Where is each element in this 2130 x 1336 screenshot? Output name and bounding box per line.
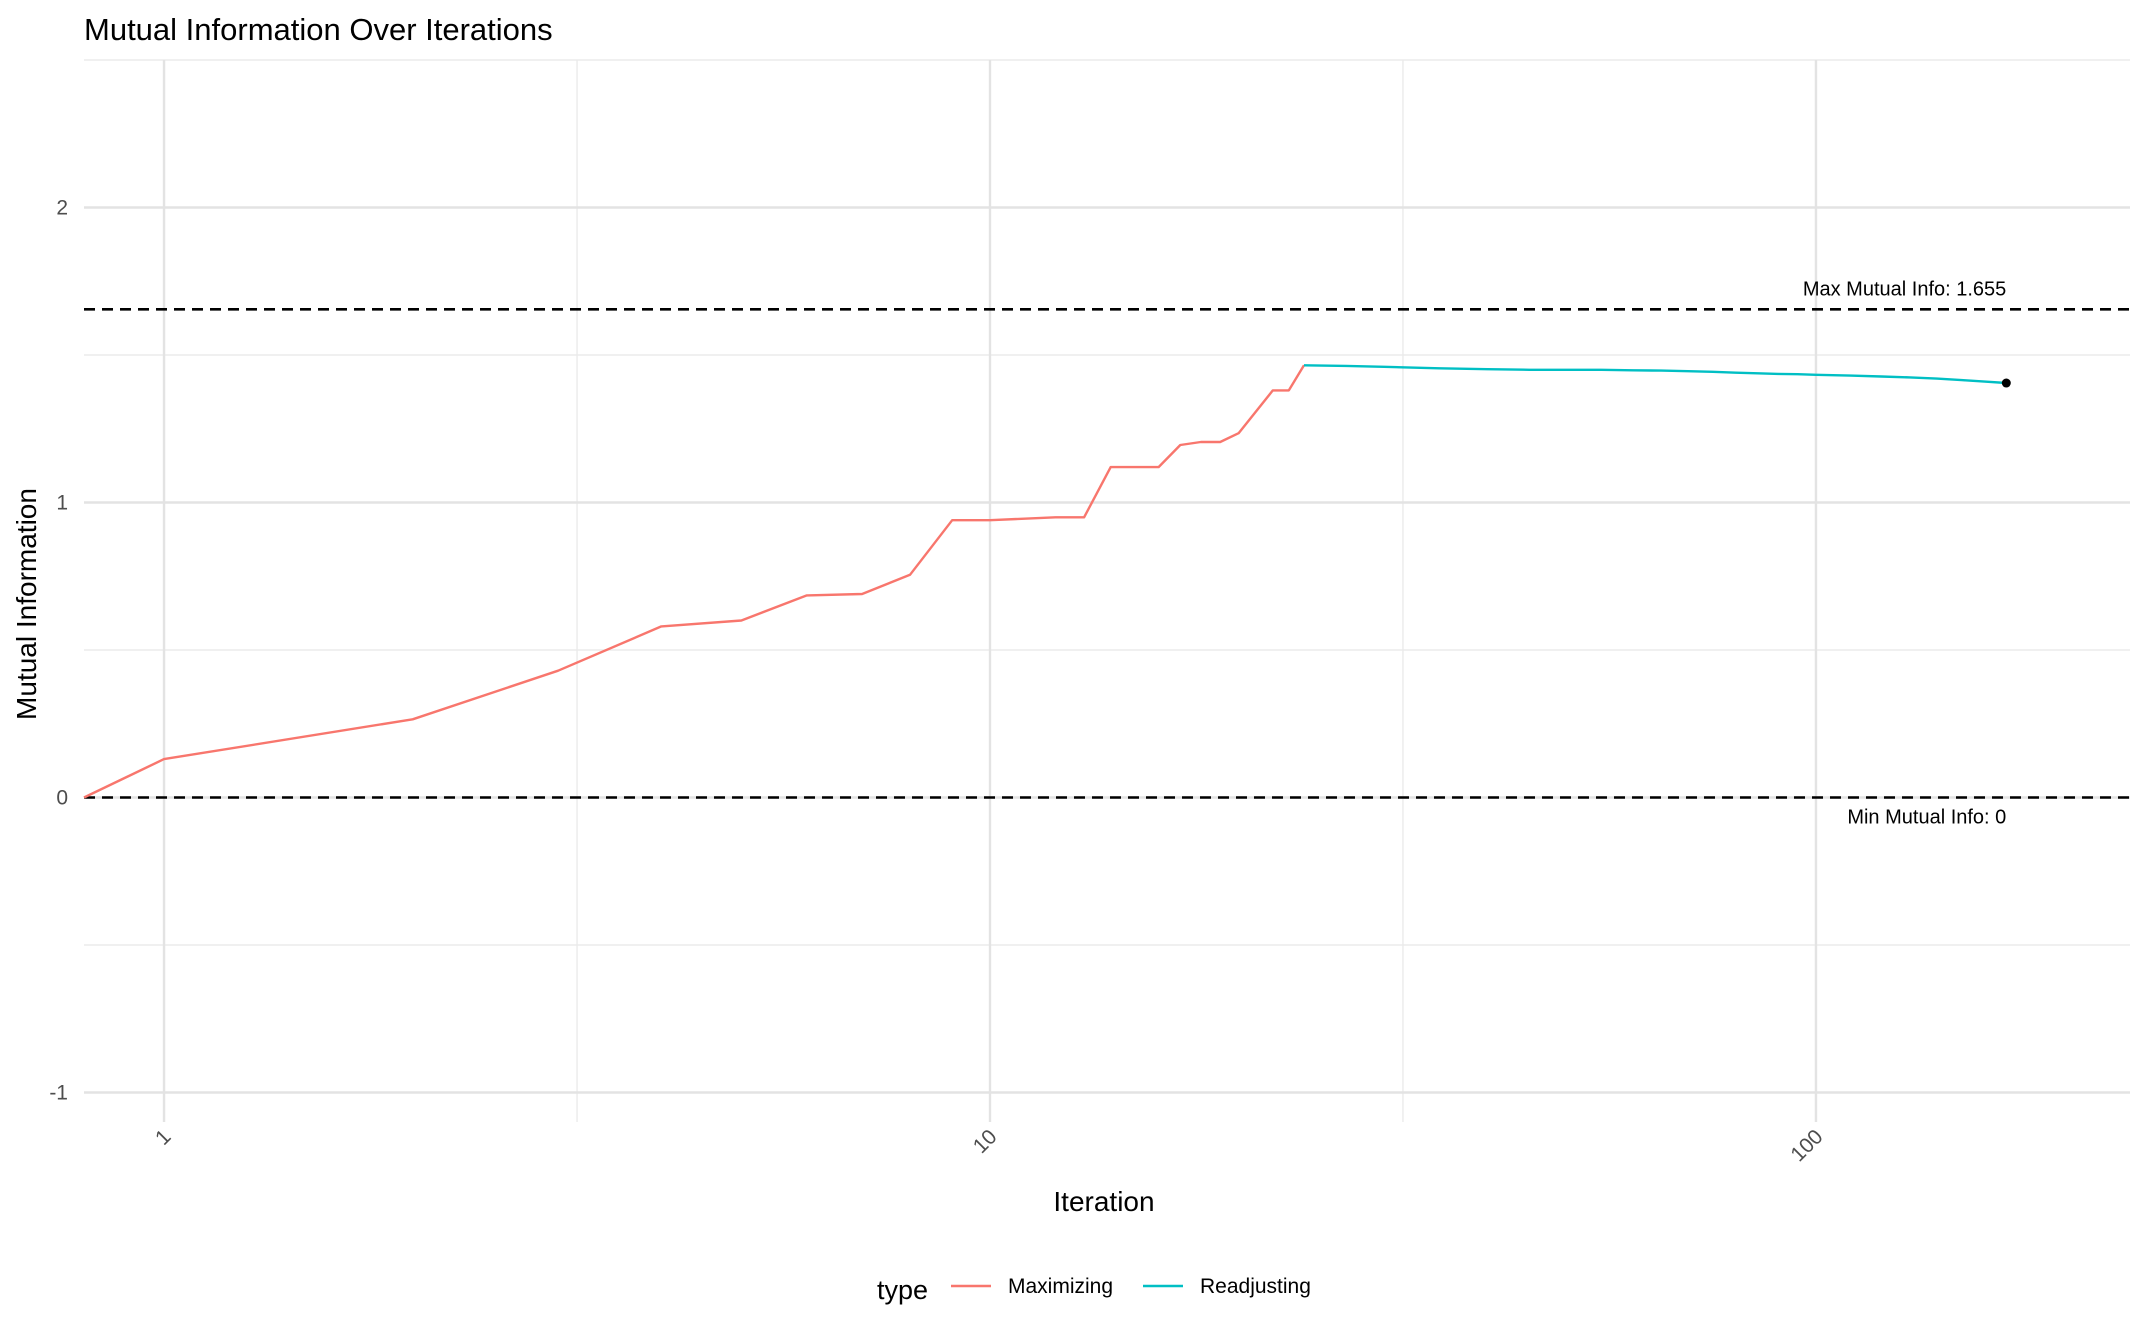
reference-line-label: Max Mutual Info: 1.655 xyxy=(1803,278,2006,300)
reference-line-labels: Max Mutual Info: 1.655 Min Mutual Info: 0 xyxy=(1803,278,2006,828)
reference-lines xyxy=(84,307,2130,799)
y-tick-labels: -1 0 1 2 xyxy=(49,197,68,1105)
x-tick-label: 10 xyxy=(969,1125,1002,1158)
y-tick-label: 0 xyxy=(56,787,68,810)
y-tick-label: -1 xyxy=(49,1082,68,1105)
major-gridlines xyxy=(84,60,2130,1122)
x-tick-label: 1 xyxy=(151,1125,176,1150)
legend-title: type xyxy=(877,1275,928,1305)
y-tick-label: 2 xyxy=(56,197,68,220)
end-point-layer xyxy=(2001,378,2011,388)
series-line-readjusting xyxy=(1303,364,2007,385)
series-line-maximizing xyxy=(83,364,1306,799)
legend: type Maximizing Readjusting xyxy=(877,1275,1311,1305)
y-axis-title: Mutual Information xyxy=(11,488,42,720)
minor-gridlines xyxy=(84,59,2130,1122)
series-lines xyxy=(83,364,2007,799)
y-tick-label: 1 xyxy=(56,492,68,515)
x-tick-label: 100 xyxy=(1786,1125,1827,1166)
end-point-marker xyxy=(2001,378,2011,388)
reference-line-label: Min Mutual Info: 0 xyxy=(1847,807,2006,829)
chart-title: Mutual Information Over Iterations xyxy=(84,12,553,47)
legend-items: Maximizing Readjusting xyxy=(951,1275,1311,1298)
legend-label-maximizing: Maximizing xyxy=(1008,1275,1113,1298)
legend-label-readjusting: Readjusting xyxy=(1200,1275,1311,1298)
x-tick-labels: 1 10 100 xyxy=(151,1125,1827,1166)
x-axis-title: Iteration xyxy=(1053,1186,1154,1217)
